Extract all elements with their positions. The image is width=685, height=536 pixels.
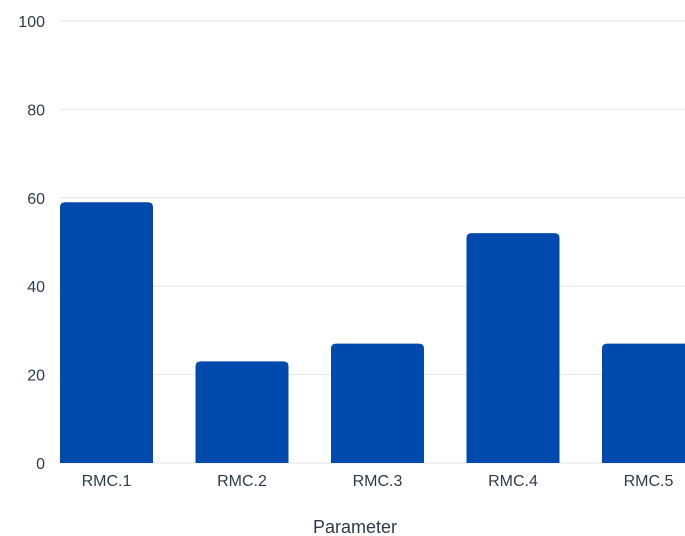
x-tick-label: RMC.2 [217, 473, 267, 490]
x-tick-label: RMC.5 [624, 473, 674, 490]
bar-rmc-1 [60, 202, 153, 463]
x-axis-title: Parameter [313, 517, 397, 536]
x-tick-label: RMC.4 [488, 473, 538, 490]
y-tick-label: 0 [36, 456, 45, 473]
y-tick-label: 60 [27, 191, 45, 208]
bar-rmc-3 [331, 343, 424, 463]
bar-rmc-4 [466, 233, 560, 463]
y-tick-label: 40 [27, 279, 45, 296]
y-axis-ticks: 0 20 40 60 80 100 [18, 14, 45, 473]
x-tick-label: RMC.3 [353, 473, 403, 490]
y-tick-label: 80 [27, 102, 45, 119]
bar-rmc-5 [602, 343, 685, 463]
y-tick-label: 20 [27, 368, 45, 385]
x-axis-ticks: RMC.1 RMC.2 RMC.3 RMC.4 RMC.5 [82, 473, 674, 490]
y-tick-label: 100 [18, 14, 45, 31]
bar-rmc-2 [195, 361, 289, 463]
bars [60, 202, 685, 463]
x-tick-label: RMC.1 [82, 473, 132, 490]
grid-lines [60, 20, 685, 464]
